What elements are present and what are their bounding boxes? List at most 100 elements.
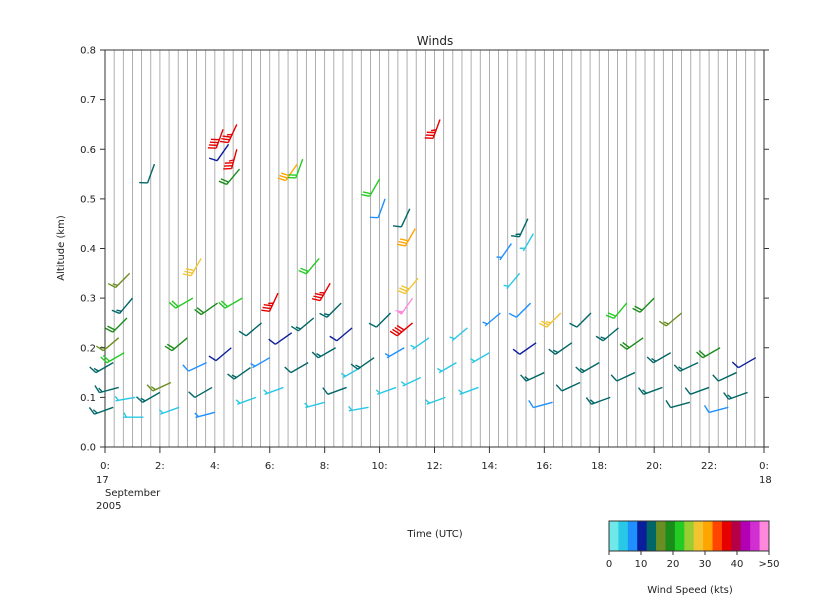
x-tick-label: 14: [481,461,497,472]
wind-barb [632,297,655,313]
wind-barb [227,367,251,380]
barb-shaft [708,406,729,414]
colorbar-swatch [684,521,695,551]
barb-feather [449,336,455,340]
barb-feather [548,348,556,355]
y-tick-label: 0.6 [80,145,96,156]
colorbar-swatch [721,521,732,551]
wind-barb [350,357,375,370]
wind-barb [95,337,120,352]
wind-barb [555,381,581,392]
barb-feather [696,351,704,359]
x-tick-label: 2: [155,461,165,472]
barb-shaft [297,317,315,332]
barb-feather [98,387,103,393]
barb-shaft [295,158,304,179]
wind-barb [146,381,172,392]
x-axis-ticks: 0: 2: 4: 6: 8: 10: 12: 14: 16: 18: 20: 22: 0: [100,447,769,472]
barb-feather [698,350,706,357]
barb-shaft [555,342,573,355]
barb-feather [663,321,669,325]
colorbar-swatch [703,521,714,551]
start-day-label: 17 [96,475,109,486]
wind-barb [207,129,224,149]
barb-feather [222,135,231,138]
barb-shaft [506,272,521,290]
barb-shaft [616,371,636,382]
colorbar-swatch [656,521,666,551]
wind-barb [723,391,748,400]
wind-barb [397,277,419,295]
barb-shaft [665,312,683,327]
barb-feather [300,267,309,273]
barb-feather [410,344,416,349]
barb-shaft [274,332,293,345]
wind-barb [208,143,230,162]
wind-barb [425,396,446,405]
wind-barb [731,357,757,369]
barb-shaft [226,168,241,185]
wind-barb [658,312,683,327]
wind-barb [519,233,534,252]
wind-barb [182,258,202,277]
barb-feather [607,312,617,317]
barb-shaft [230,149,238,169]
wind-barb [311,282,331,302]
wind-barb [619,337,644,350]
wind-barb [164,337,188,352]
barb-feather [94,385,101,394]
colorbar-swatch [712,521,723,551]
barb-feather [658,320,667,327]
wind-barb [322,386,347,395]
barb-feather [350,363,359,370]
barb-pennant [394,309,404,315]
barb-shaft [522,233,534,252]
x-tick-label: 22: [701,461,717,472]
wind-barb [100,352,125,364]
barb-shaft [484,312,501,327]
wind-barb [94,385,119,394]
barb-feather [188,391,196,398]
barb-feather [228,159,235,162]
wind-barb [610,371,636,382]
wind-barb [496,243,512,261]
barb-shaft [317,347,336,359]
colorbar-swatch [759,521,770,551]
colorbar-swatch [627,521,638,551]
wind-barb [158,406,180,415]
barb-shaft [152,381,172,392]
barb-feather [221,138,230,141]
wind-barb [436,362,457,374]
barb-feather [295,326,301,330]
colorbar-swatch [646,521,657,551]
barb-feather [340,372,347,377]
wind-barb [520,371,545,382]
barb-feather [528,400,534,408]
chart-title: Winds [417,34,453,48]
wind-barb [235,396,257,405]
barb-shaft [591,396,611,405]
barb-feather [263,389,268,394]
barb-feather [589,399,595,404]
barb-feather [105,327,114,333]
barb-feather [111,309,120,315]
wind-barb [384,347,405,359]
wind-barb [605,302,628,320]
barb-shaft [102,337,120,352]
barb-shaft [613,302,628,319]
barb-feather [555,384,563,392]
barb-feather [632,307,641,313]
barb-feather [398,240,407,245]
wind-barb [361,178,381,198]
barb-feather [482,321,488,325]
barb-feather [314,292,324,297]
barb-feather [93,367,99,372]
barb-shaft [451,327,468,342]
start-year-label: 2005 [96,501,121,512]
wind-barb [410,337,430,350]
barb-feather [88,407,96,415]
barb-feather [384,353,390,357]
barb-feather [394,326,403,333]
barb-feather [208,355,217,362]
